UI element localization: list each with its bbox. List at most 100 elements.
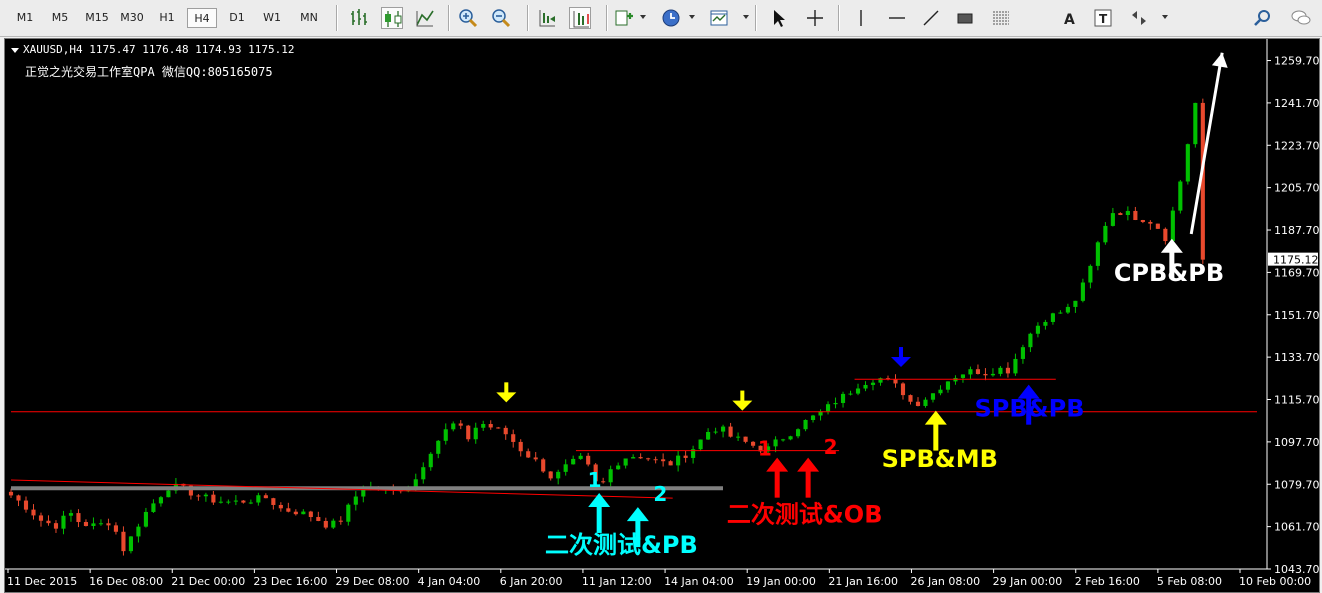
chat-icon[interactable] <box>1290 7 1312 29</box>
timeframe-mn-button[interactable]: MN <box>300 11 318 24</box>
price-chart[interactable]: 1259.70 1241.70 1223.70 1205.70 1187.70 1169.… <box>5 39 1319 592</box>
templates-icon[interactable] <box>708 7 730 29</box>
candle-body <box>241 500 246 503</box>
indicators-icon[interactable] <box>613 7 635 29</box>
candle-body <box>743 436 748 442</box>
candle-body <box>1035 325 1040 334</box>
candle-body <box>758 445 763 452</box>
candle-body <box>113 525 119 532</box>
collapse-triangle-icon[interactable] <box>11 47 19 53</box>
zoom-out-icon[interactable] <box>490 7 512 29</box>
y-tick-label: 1223.70 <box>1274 139 1319 152</box>
candle-body <box>488 424 493 428</box>
candle-body <box>503 427 508 435</box>
candle-body <box>923 399 928 406</box>
annotation-label: SPB&PB <box>975 394 1085 422</box>
candle-body <box>1005 367 1010 374</box>
periods-icon[interactable] <box>660 7 682 29</box>
candle-body <box>533 457 538 460</box>
x-tick-label: 29 Dec 08:00 <box>336 575 410 588</box>
x-tick-label: 4 Jan 04:00 <box>418 575 481 588</box>
candle-body <box>323 520 328 528</box>
candle-body <box>203 494 208 497</box>
autoscroll-icon[interactable] <box>569 7 591 29</box>
dropdown-arrow-icon[interactable] <box>640 15 646 19</box>
timeframe-m15-button[interactable]: M15 <box>85 11 109 24</box>
text-icon[interactable]: A <box>1058 7 1080 29</box>
up-arrow-head <box>1017 384 1040 399</box>
candle-body <box>563 464 568 472</box>
candle-body <box>248 502 253 504</box>
candle-body <box>571 458 576 465</box>
chart-shift-icon[interactable] <box>536 7 558 29</box>
x-tick-label: 2 Feb 16:00 <box>1075 575 1140 588</box>
candle-body <box>983 373 988 376</box>
svg-text:T: T <box>1099 12 1108 26</box>
y-tick-label: 1169.70 <box>1274 266 1319 279</box>
up-arrow-head <box>797 457 820 472</box>
candle-body <box>683 455 688 458</box>
candle-body <box>443 429 448 441</box>
candle-body <box>541 459 546 472</box>
search-icon[interactable] <box>1252 7 1274 29</box>
annotation-label: CPB&PB <box>1114 259 1224 287</box>
candle-body <box>38 515 44 521</box>
crosshair-icon[interactable] <box>804 7 826 29</box>
line-chart-icon[interactable] <box>414 7 436 29</box>
down-arrow-head <box>732 400 753 411</box>
candle-body <box>810 415 816 421</box>
trendline-icon[interactable] <box>920 7 942 29</box>
dropdown-arrow-icon[interactable] <box>743 15 749 19</box>
candle-body <box>188 485 193 496</box>
candle-body <box>863 384 868 389</box>
candle-body <box>83 522 89 526</box>
candle-body <box>331 520 336 528</box>
candle-body <box>226 501 231 503</box>
dropdown-arrow-icon[interactable] <box>1162 15 1168 19</box>
arrows-icon[interactable] <box>1128 7 1150 29</box>
candle-body <box>286 508 291 512</box>
current-price-label: 1175.12 <box>1273 254 1319 267</box>
candle-body <box>1185 144 1190 182</box>
timeframe-h4-button[interactable]: H4 <box>187 8 217 28</box>
dropdown-arrow-icon[interactable] <box>689 15 695 19</box>
annotation-label: 2 <box>824 435 838 459</box>
timeframe-h1-button[interactable]: H1 <box>159 11 175 24</box>
horizontal-line-icon[interactable] <box>886 7 908 29</box>
bar-chart-icon[interactable] <box>348 7 370 29</box>
candle-body <box>158 497 163 504</box>
y-tick-label: 1097.70 <box>1274 436 1319 449</box>
timeframe-m5-button[interactable]: M5 <box>51 11 69 24</box>
candle-body <box>1103 225 1108 243</box>
candle-body <box>968 369 973 375</box>
chart-window[interactable]: 1259.70 1241.70 1223.70 1205.70 1187.70 1169.… <box>4 38 1320 593</box>
timeframe-m1-button[interactable]: M1 <box>16 11 34 24</box>
y-tick-label: 1115.70 <box>1274 394 1319 407</box>
zoom-in-icon[interactable] <box>457 7 479 29</box>
text-label-icon[interactable]: T <box>1092 7 1114 29</box>
candle-body <box>825 404 831 412</box>
candle-body <box>218 501 223 503</box>
toolbar: M1 M5 M15 M30 H1 H4 D1 W1 MN A T <box>0 0 1322 37</box>
candle-body <box>46 520 51 524</box>
candle-body <box>233 500 238 502</box>
candle-body <box>706 431 711 440</box>
x-tick-label: 11 Dec 2015 <box>7 575 77 588</box>
candle-body <box>136 526 141 537</box>
candle-body <box>151 503 156 512</box>
timeframe-w1-button[interactable]: W1 <box>263 11 281 24</box>
candle-body <box>1028 333 1033 348</box>
watermark-text: 正觉之光交易工作室QPA 微信QQ:805165075 <box>25 65 273 79</box>
toolbar-separator <box>336 5 337 31</box>
vertical-line-icon[interactable] <box>850 7 872 29</box>
x-tick-label: 26 Jan 08:00 <box>910 575 980 588</box>
cursor-icon[interactable] <box>768 7 790 29</box>
timeframe-d1-button[interactable]: D1 <box>229 11 245 24</box>
fibonacci-icon[interactable] <box>990 7 1012 29</box>
candlestick-icon[interactable] <box>381 7 403 29</box>
rectangle-icon[interactable] <box>954 7 976 29</box>
timeframe-m30-button[interactable]: M30 <box>120 11 144 24</box>
x-tick-label: 10 Feb 00:00 <box>1239 575 1311 588</box>
candle-body <box>1080 282 1085 301</box>
toolbar-separator <box>606 5 607 31</box>
